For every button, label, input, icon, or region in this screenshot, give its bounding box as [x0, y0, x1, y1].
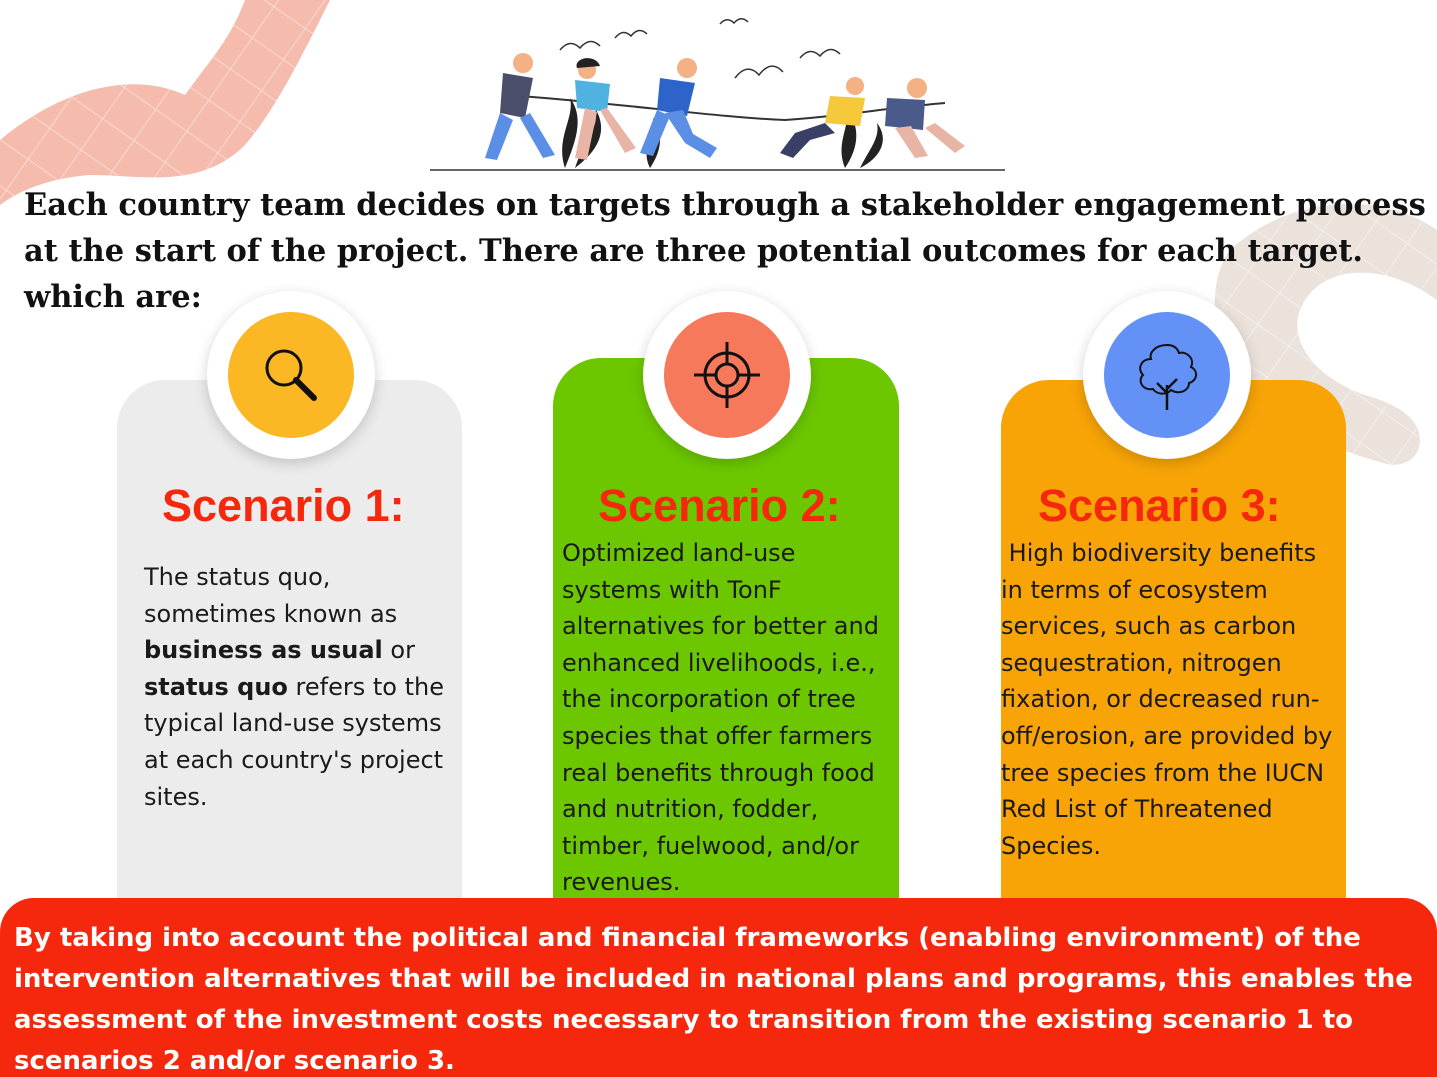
scenario-3-description: High biodiversity benefits in terms of e…	[1001, 539, 1340, 860]
scenario-1-description: The status quo, sometimes known as busin…	[144, 559, 444, 815]
tree-icon	[1104, 312, 1230, 438]
magnifier-icon	[228, 312, 354, 438]
scenario-1-text-part: The status quo, sometimes known as	[144, 563, 398, 628]
scenario-3-icon-badge	[1083, 291, 1251, 459]
scenario-1-icon-badge	[207, 291, 375, 459]
scenario-3-card	[1001, 380, 1346, 940]
scenario-1-text-part: refers to the typical land-use systems a…	[144, 672, 444, 811]
scenario-2-description: Optimized land-use systems with TonF alt…	[562, 539, 879, 897]
tug-of-war-illustration	[430, 18, 1005, 171]
scenario-2-title: Scenario 2:	[598, 480, 841, 531]
scenario-1-bold-term: status quo	[144, 672, 288, 701]
banner-text: By taking into account the political and…	[14, 923, 1413, 1076]
bottom-banner	[0, 898, 1437, 1077]
target-crosshair-icon	[664, 312, 790, 438]
scenario-1-card	[117, 380, 462, 940]
scenario-1-bold-term: business as usual	[144, 636, 383, 665]
scenario-3-title: Scenario 3:	[1038, 480, 1281, 531]
intro-paragraph: Each country team decides on targets thr…	[24, 187, 1426, 315]
scenario-2-icon-badge	[643, 291, 811, 459]
scenario-1-text-part: or	[382, 636, 415, 665]
scenario-1-title: Scenario 1:	[162, 480, 405, 531]
